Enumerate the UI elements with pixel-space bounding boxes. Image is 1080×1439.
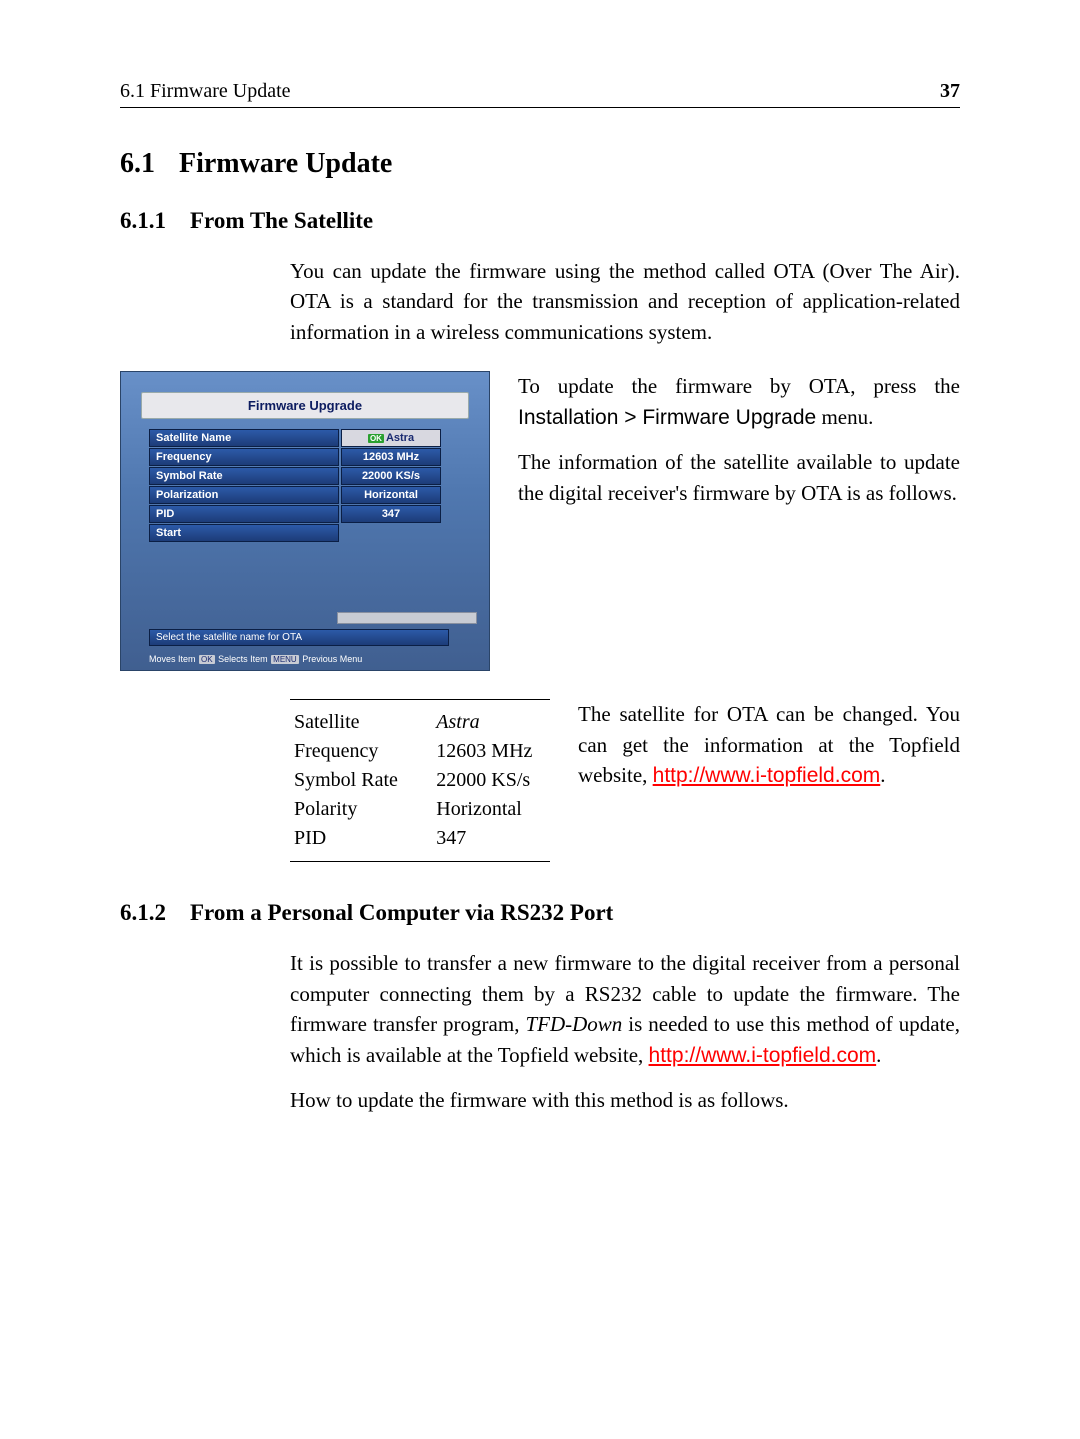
ui-statusbar (337, 612, 477, 624)
side-text-2: The satellite for OTA can be changed. Yo… (578, 699, 960, 805)
section-heading: 6.1 Firmware Update (120, 148, 960, 180)
ui-value: Horizontal (341, 486, 441, 504)
ui-value: 12603 MHz (341, 448, 441, 466)
subsection-heading-2: 6.1.2 From a Personal Computer via RS232 … (120, 900, 960, 926)
ui-value: 22000 KS/s (341, 467, 441, 485)
table-row: PID347 (290, 824, 550, 853)
ui-label: Symbol Rate (149, 467, 339, 485)
ui-row-pid[interactable]: PID 347 (149, 505, 461, 523)
ui-label: PID (149, 505, 339, 523)
menu-path: Installation > Firmware Upgrade (518, 406, 816, 429)
intro-paragraph: You can update the firmware using the me… (290, 256, 960, 347)
subsection-title-2: From a Personal Computer via RS232 Port (190, 900, 613, 925)
topfield-link[interactable]: http://www.i-topfield.com (653, 764, 881, 787)
satellite-info-table: SatelliteAstra Frequency12603 MHz Symbol… (290, 699, 550, 862)
table-row: SatelliteAstra (290, 708, 550, 737)
firmware-upgrade-ui: Firmware Upgrade Satellite Name OKAstra … (120, 371, 490, 671)
ui-label: Polarization (149, 486, 339, 504)
ui-row-satellite[interactable]: Satellite Name OKAstra (149, 429, 461, 447)
table-row: PolarityHorizontal (290, 795, 550, 824)
footer-moves: Moves Item (149, 654, 196, 664)
ui-label: Frequency (149, 448, 339, 466)
topfield-link-2[interactable]: http://www.i-topfield.com (649, 1044, 877, 1067)
ui-hint: Select the satellite name for OTA (149, 629, 449, 646)
ui-row-symbolrate[interactable]: Symbol Rate 22000 KS/s (149, 467, 461, 485)
ui-footer: Moves Item OK Selects Item MENU Previous… (149, 654, 362, 664)
sub2-paragraph-2: How to update the firmware with this met… (290, 1085, 960, 1115)
ui-row-frequency[interactable]: Frequency 12603 MHz (149, 448, 461, 466)
ok-icon: OK (368, 434, 384, 443)
section-title: Firmware Update (179, 148, 392, 179)
subsection-number-1: 6.1.1 (120, 208, 166, 233)
footer-menu-chip: MENU (271, 655, 299, 664)
footer-prev: Previous Menu (302, 654, 362, 664)
side-paragraph-2: The information of the satellite availab… (518, 447, 960, 508)
table-row: Symbol Rate22000 KS/s (290, 766, 550, 795)
subsection-title-1: From The Satellite (190, 208, 373, 233)
table-row: Frequency12603 MHz (290, 737, 550, 766)
footer-ok-chip: OK (199, 655, 215, 664)
sub2-body: It is possible to transfer a new firmwar… (290, 948, 960, 1115)
subsection-number-2: 6.1.2 (120, 900, 166, 925)
ui-title: Firmware Upgrade (141, 392, 469, 419)
side-text-1: To update the firmware by OTA, press the… (518, 371, 960, 522)
intro-paragraph-text: You can update the firmware using the me… (290, 256, 960, 347)
sub2-paragraph-1: It is possible to transfer a new firmwar… (290, 948, 960, 1071)
ui-label: Start (149, 524, 339, 542)
ui-row-start[interactable]: Start (149, 524, 461, 542)
ui-value: 347 (341, 505, 441, 523)
header-page-number: 37 (940, 80, 960, 103)
subsection-heading-1: 6.1.1 From The Satellite (120, 208, 960, 234)
program-name: TFD-Down (525, 1012, 622, 1036)
figure-row-table: SatelliteAstra Frequency12603 MHz Symbol… (290, 699, 960, 862)
ui-form: Satellite Name OKAstra Frequency 12603 M… (149, 429, 461, 542)
footer-selects: Selects Item (218, 654, 268, 664)
section-number: 6.1 (120, 148, 155, 179)
ui-row-polarization[interactable]: Polarization Horizontal (149, 486, 461, 504)
ui-value: OKAstra (341, 429, 441, 447)
side-paragraph-1: To update the firmware by OTA, press the… (518, 371, 960, 433)
running-header: 6.1 Firmware Update 37 (120, 80, 960, 108)
side-paragraph-3: The satellite for OTA can be changed. Yo… (578, 699, 960, 791)
ui-label: Satellite Name (149, 429, 339, 447)
header-left: 6.1 Firmware Update (120, 80, 291, 103)
figure-row-ui: Firmware Upgrade Satellite Name OKAstra … (120, 371, 960, 671)
